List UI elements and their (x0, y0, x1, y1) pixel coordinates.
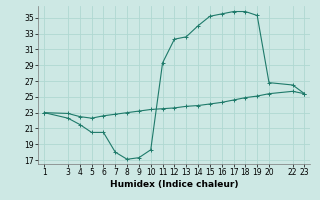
X-axis label: Humidex (Indice chaleur): Humidex (Indice chaleur) (110, 180, 239, 189)
